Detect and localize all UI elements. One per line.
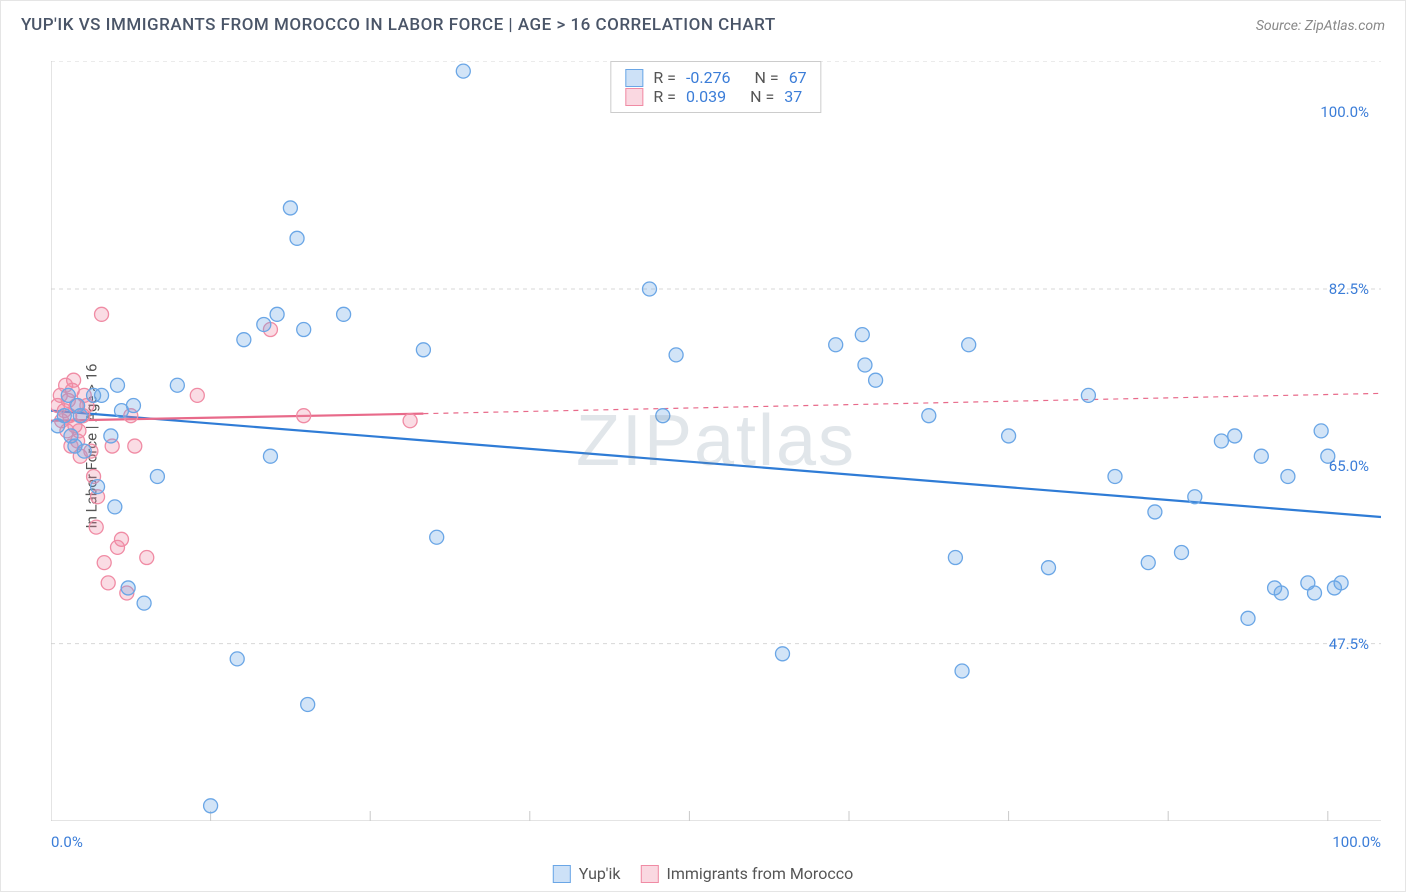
x-tick-label: 0.0% [51,833,83,851]
legend-n-label: N = [750,87,774,106]
y-tick-label: 47.5% [1329,635,1369,653]
legend-correlation: R = -0.276 N = 67 R = 0.039 N = 37 [610,61,821,113]
legend-swatch-b [640,865,658,883]
legend-n-label: N = [755,68,779,87]
legend-swatch-a [553,865,571,883]
y-tick-label: 82.5% [1329,280,1369,298]
y-tick-label: 65.0% [1329,457,1369,475]
legend-item: Yup'ik [553,864,621,883]
chart-panel: YUP'IK VS IMMIGRANTS FROM MOROCCO IN LAB… [0,0,1406,892]
legend-series-label: Yup'ik [579,864,621,883]
y-tick-label: 100.0% [1320,103,1369,121]
legend-n-value: 37 [784,87,802,106]
legend-item: Immigrants from Morocco [640,864,853,883]
legend-row: R = -0.276 N = 67 [625,68,806,87]
legend-row: R = 0.039 N = 37 [625,87,806,106]
legend-n-value: 67 [789,68,807,87]
chart-title: YUP'IK VS IMMIGRANTS FROM MOROCCO IN LAB… [21,15,776,35]
title-bar: YUP'IK VS IMMIGRANTS FROM MOROCCO IN LAB… [21,15,1385,35]
legend-series: Yup'ik Immigrants from Morocco [553,864,853,883]
source-attribution: Source: ZipAtlas.com [1256,18,1385,34]
legend-r-value: -0.276 [686,68,731,87]
legend-r-label: R = [653,87,676,106]
scatter-svg [51,61,1381,821]
legend-r-value: 0.039 [686,87,726,106]
legend-r-label: R = [653,68,676,87]
legend-swatch-b [625,88,643,106]
x-tick-label: 100.0% [1332,833,1381,851]
legend-series-label: Immigrants from Morocco [666,864,853,883]
legend-swatch-a [625,69,643,87]
plot-area: ZIPatlas R = -0.276 N = 67 R = 0.039 N =… [51,61,1381,821]
